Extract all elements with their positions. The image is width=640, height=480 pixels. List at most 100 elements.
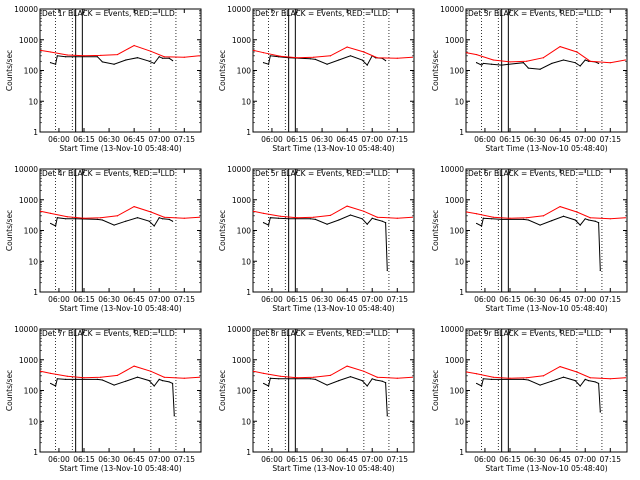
y-tick-label: 10000 [227, 5, 251, 14]
data-point-events [262, 62, 265, 64]
data-point-lld [279, 375, 281, 377]
y-tick-label: 10 [241, 257, 251, 266]
data-point-events [314, 378, 316, 380]
data-point-events [349, 214, 352, 216]
x-axis-label: Start Time (13-Nov-10 05:48:40) [272, 464, 394, 473]
x-tick-label: 07:15 [599, 295, 621, 304]
data-point-events [482, 62, 484, 65]
data-point-events [75, 56, 77, 58]
data-point-events [326, 223, 328, 225]
data-point-events [125, 380, 127, 382]
x-tick-label: 06:30 [98, 455, 120, 464]
data-point-lld [262, 52, 265, 54]
x-tick-label: 07:15 [386, 455, 408, 464]
y-tick-label: 100 [24, 67, 39, 76]
data-point-events [338, 59, 340, 61]
data-point-lld [559, 45, 561, 48]
data-point-events [587, 219, 590, 221]
series-line-lld [253, 205, 413, 219]
data-point-events [349, 55, 352, 57]
data-point-lld [492, 59, 494, 61]
data-point-lld [39, 49, 42, 52]
data-point-events [125, 59, 127, 61]
data-point-lld [475, 373, 478, 375]
data-point-events [597, 382, 600, 385]
data-point-events [579, 385, 581, 387]
data-point-lld [49, 372, 52, 374]
data-point-lld [346, 365, 348, 367]
y-tick-label: 1000 [232, 356, 251, 365]
y-tick-label: 100 [237, 67, 252, 76]
y-axis-label: Counts/sec [5, 370, 14, 411]
x-tick-label: 06:45 [336, 455, 358, 464]
y-tick-label: 100 [450, 227, 465, 236]
y-tick-label: 1 [33, 288, 38, 297]
plot-frame [252, 8, 415, 133]
detector-panel-6: Det 6r BLACK = Events, RED = LLD 1 10 100 10… [431, 165, 628, 313]
data-point-events [574, 219, 576, 221]
data-point-events [384, 382, 387, 384]
data-point-events [381, 380, 383, 382]
data-point-events [262, 222, 265, 224]
x-tick-label: 06:45 [123, 135, 145, 144]
series-line-events [50, 55, 173, 65]
data-point-lld [411, 376, 413, 378]
data-point-lld [576, 51, 578, 53]
x-tick-label: 06:15 [499, 295, 521, 304]
x-tick-label: 06:15 [286, 455, 308, 464]
x-tick-label: 06:00 [474, 455, 496, 464]
data-point-events [309, 218, 311, 220]
data-point-lld [346, 205, 348, 207]
x-tick-label: 06:45 [336, 135, 358, 144]
data-point-events [136, 217, 139, 219]
x-axis-label: Start Time (13-Nov-10 05:48:40) [485, 464, 607, 473]
data-point-events [522, 378, 524, 380]
plot-frame [465, 8, 628, 133]
plot-frame [252, 168, 415, 293]
x-tick-label: 06:15 [73, 455, 95, 464]
data-point-events [309, 58, 311, 60]
data-point-events [501, 64, 503, 66]
data-point-events [309, 378, 311, 380]
data-point-lld [526, 377, 528, 379]
data-point-events [361, 379, 363, 382]
data-point-lld [475, 213, 478, 215]
x-tick-label: 06:15 [286, 135, 308, 144]
x-tick-label: 07:00 [148, 295, 170, 304]
x-tick-label: 06:30 [311, 295, 333, 304]
x-tick-label: 06:00 [474, 295, 496, 304]
data-point-lld [116, 374, 119, 376]
data-point-events [551, 62, 553, 65]
series-line-lld [40, 206, 200, 219]
y-tick-label: 1000 [19, 196, 38, 205]
data-point-events [148, 60, 150, 62]
data-point-lld [465, 52, 468, 54]
chart-title: Det 7r BLACK = Events, RED = LLD [42, 329, 175, 338]
detector-panel-9: Det 9r BLACK = Events, RED = LLD 1 10 100 10… [431, 325, 628, 473]
detector-panel-4: Det 4r BLACK = Events, RED = LLD 1 10 100 10… [5, 165, 202, 313]
data-point-lld [465, 211, 468, 213]
data-point-events [522, 62, 524, 64]
detector-panel-2: Det 2r BLACK = Events, RED = LLD 1 10 100 10… [218, 5, 415, 153]
data-point-lld [66, 54, 68, 56]
data-point-events [551, 380, 553, 382]
x-tick-label: 06:30 [524, 295, 546, 304]
x-tick-label: 06:00 [48, 455, 70, 464]
data-point-events [551, 219, 553, 222]
data-point-lld [116, 215, 119, 217]
x-tick-label: 06:00 [261, 135, 283, 144]
data-point-events [599, 269, 601, 272]
data-point-events [54, 63, 57, 65]
series-line-events [263, 376, 388, 416]
data-point-events [65, 378, 67, 380]
data-point-events [267, 385, 270, 387]
data-point-lld [329, 214, 332, 216]
data-point-lld [150, 211, 152, 213]
data-point-lld [363, 370, 365, 372]
x-tick-label: 07:15 [386, 295, 408, 304]
chart-title: Det 6r BLACK = Events, RED = LLD [468, 169, 601, 178]
data-point-events [148, 379, 150, 382]
data-point-events [574, 62, 576, 64]
data-point-events [158, 56, 160, 58]
data-point-events [371, 378, 373, 380]
